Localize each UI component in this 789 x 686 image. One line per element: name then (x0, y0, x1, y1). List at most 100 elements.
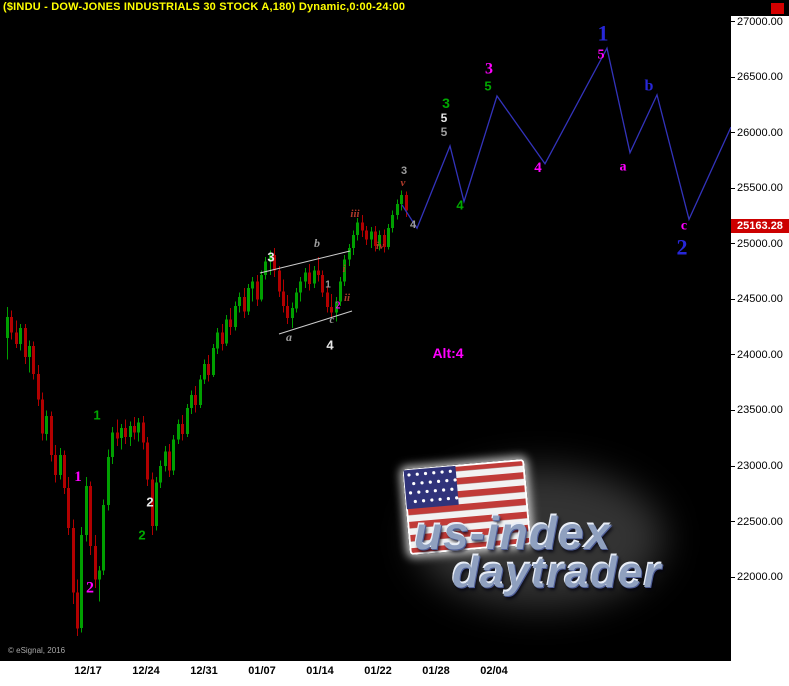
x-axis-label: 01/07 (248, 665, 276, 677)
wave-label: ii (344, 292, 351, 304)
candle-body (400, 194, 403, 204)
candle-body (155, 482, 158, 526)
y-axis-label: 25000.00 (737, 237, 783, 250)
candle-body (80, 534, 83, 629)
wave-label: iii (350, 208, 360, 220)
copyright-note: © eSignal, 2016 (8, 646, 66, 655)
wave-label: a (286, 330, 292, 344)
candle-body (98, 570, 101, 580)
candle-body (85, 486, 88, 535)
candle-body (172, 439, 175, 471)
wave-label: 3 (401, 165, 407, 177)
y-axis-label: 22000.00 (737, 571, 783, 584)
candle-body (378, 234, 381, 246)
wave-label: Alt:4 (432, 345, 463, 361)
candle-body (243, 297, 246, 312)
candle-body (343, 259, 346, 282)
candle-body (124, 428, 127, 438)
candle-body (137, 422, 140, 433)
candle-body (10, 317, 13, 333)
candle-body (356, 222, 359, 235)
wave-label: 5 (441, 111, 448, 125)
candle-body (251, 281, 254, 289)
y-axis-tick (731, 465, 735, 467)
candle-body (54, 454, 57, 475)
chart-canvas[interactable]: 112223ba41i2iiciiiivv34355435415abc2Alt:… (0, 16, 731, 661)
titlebar: ($INDU - DOW-JONES INDUSTRIALS 30 STOCK … (0, 0, 789, 16)
y-axis[interactable]: 27000.00 26500.00 26000.00 25500.00 25000.00… (731, 16, 789, 661)
candle-body (339, 281, 342, 302)
wave-label: 3 (442, 95, 450, 111)
flag-canton (403, 465, 459, 510)
candle-body (335, 301, 338, 313)
candle-body (330, 307, 333, 313)
candle-body (278, 270, 281, 292)
candle-body (291, 308, 294, 319)
candle-body (229, 319, 232, 328)
candle-body (282, 291, 285, 306)
y-axis-tick (731, 21, 735, 23)
x-axis-label: 12/31 (190, 665, 218, 677)
candle-body (194, 394, 197, 405)
candle-body (212, 348, 215, 375)
projection-line (401, 46, 731, 230)
y-axis-label: 22500.00 (737, 515, 783, 528)
candle-body (317, 270, 320, 275)
x-axis-label: 01/22 (364, 665, 392, 677)
wave-label: v (401, 177, 406, 189)
wave-label: c (330, 314, 335, 326)
x-axis-label: 01/28 (422, 665, 450, 677)
candle-body (72, 528, 75, 593)
wave-label: 4 (326, 338, 334, 353)
y-axis-tick (731, 521, 735, 523)
candle-body (6, 317, 9, 339)
y-axis-label: 26000.00 (737, 126, 783, 139)
y-axis-label: 24000.00 (737, 348, 783, 361)
y-axis-label: 24500.00 (737, 293, 783, 306)
candle-body (24, 328, 27, 358)
candle-body (133, 426, 136, 433)
candle-body (299, 281, 302, 293)
wave-label: 2 (86, 580, 94, 597)
candle-body (41, 399, 44, 434)
candle-body (199, 379, 202, 405)
candle-body (28, 346, 31, 358)
candle-body (190, 394, 193, 409)
us-flag-icon (402, 459, 532, 555)
candles-layer (6, 190, 408, 636)
y-axis-label: 25500.00 (737, 182, 783, 195)
candle-body (234, 306, 237, 328)
candle-body (67, 488, 70, 529)
candle-body (19, 328, 22, 344)
candle-body (370, 231, 373, 240)
candle-body (216, 332, 219, 349)
candle-body (177, 423, 180, 440)
candle-body (374, 231, 377, 246)
watermark-word-usindex: us-index (414, 507, 612, 559)
chart-plot[interactable]: 1 1 2 2 2 3 b a 4 1 i 2 ii c iii iv v 3 4 3 5 5 4 3 5 4 1 5 a b c 2 Alt:… (0, 16, 731, 661)
candle-body (59, 454, 62, 475)
candle-body (352, 234, 355, 249)
wave-label: b (314, 236, 320, 250)
wave-label: 5 (441, 125, 448, 139)
wave-label: 1 (93, 408, 100, 423)
wave-label: 1 (325, 280, 331, 291)
x-axis-label: 01/14 (306, 665, 334, 677)
candle-body (111, 432, 114, 458)
candle-body (247, 288, 250, 312)
y-axis-label: 26500.00 (737, 71, 783, 84)
candle-body (32, 346, 35, 374)
x-axis-label: 12/24 (132, 665, 160, 677)
x-axis[interactable]: 12/17 12/24 12/31 01/07 01/14 01/22 01/28 02/04 (0, 661, 789, 686)
candle-body (264, 261, 267, 275)
wave-annotations: 112223ba41i2iiciiiivv34355435415abc2Alt:… (74, 21, 687, 597)
candle-body (168, 451, 171, 471)
x-axis-label: 12/17 (74, 665, 102, 677)
candle-body (181, 423, 184, 434)
candle-body (107, 457, 110, 505)
wave-label: 3 (267, 250, 274, 265)
candle-body (142, 422, 145, 443)
window-title: ($INDU - DOW-JONES INDUSTRIALS 30 STOCK … (3, 1, 406, 13)
candle-body (207, 363, 210, 375)
titlebar-red-button[interactable] (771, 3, 784, 14)
